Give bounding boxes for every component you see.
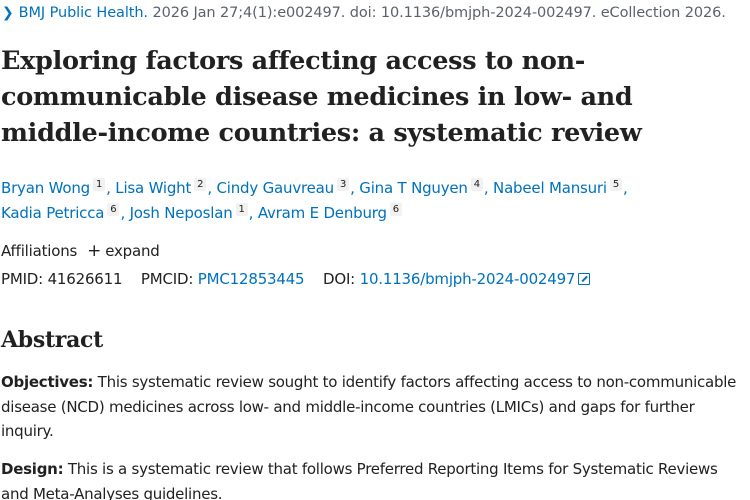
citation-line: ❯ BMJ Public Health. 2026 Jan 27;4(1):e00… [2,5,726,21]
affiliation-ref[interactable]: 6 [107,203,120,216]
citation-details: 2026 Jan 27;4(1):e002497. doi: 10.1136/b… [147,5,726,21]
affiliations-toggle[interactable]: Affiliations + expand [1,241,160,261]
doi-link[interactable]: 10.1136/bmjph-2024-002497 [359,270,576,288]
identifiers: PMID: 41626611 PMCID: PMC12853445 DOI: 1… [1,270,591,288]
author-list: Bryan Wong 1, Lisa Wight 2, Cindy Gauvreau… [1,178,628,222]
author-link[interactable]: Josh Neposlan [129,204,233,222]
doi-label: DOI: [322,270,356,288]
affiliation-ref[interactable]: 1 [92,178,106,191]
chevron-right-icon[interactable]: ❯ [2,5,14,21]
section-text: This is a systematic review that follows… [1,460,718,500]
affiliation-ref[interactable]: 2 [194,178,207,191]
journal-link[interactable]: BMJ Public Health. [18,5,148,21]
expand-label[interactable]: expand [105,242,160,260]
pmcid-link[interactable]: PMC12853445 [197,270,305,288]
article-title: Exploring factors affecting access to no… [1,46,642,148]
affiliation-ref[interactable]: 4 [470,178,483,191]
affiliation-ref[interactable]: 6 [389,203,402,216]
affiliations-label: Affiliations [1,242,78,260]
author-link[interactable]: Nabeel Mansuri [493,179,607,197]
affiliation-ref[interactable]: 3 [336,178,350,191]
pmid-label: PMID: [1,270,44,288]
section-text: This systematic review sought to identif… [1,373,737,440]
author-link[interactable]: Gina T Nguyen [359,179,468,197]
affiliation-ref[interactable]: 5 [609,178,623,191]
author-link[interactable]: Avram E Denburg [257,204,387,222]
pmid-value: 41626611 [47,270,123,288]
external-link-icon[interactable] [578,273,591,285]
author-link[interactable]: Cindy Gauvreau [216,179,334,197]
pmcid-label: PMCID: [140,270,194,288]
section-label: Objectives: [1,373,94,391]
abstract-objectives: Objectives: This systematic review sough… [1,370,746,444]
author-link[interactable]: Bryan Wong [1,179,90,197]
affiliation-ref[interactable]: 1 [235,203,248,216]
abstract-design: Design: This is a systematic review that… [1,457,746,500]
abstract-heading: Abstract [1,327,104,353]
author-link[interactable]: Kadia Petricca [1,204,105,222]
plus-icon: + [87,241,102,261]
section-label: Design: [1,460,64,478]
author-link[interactable]: Lisa Wight [115,179,192,197]
